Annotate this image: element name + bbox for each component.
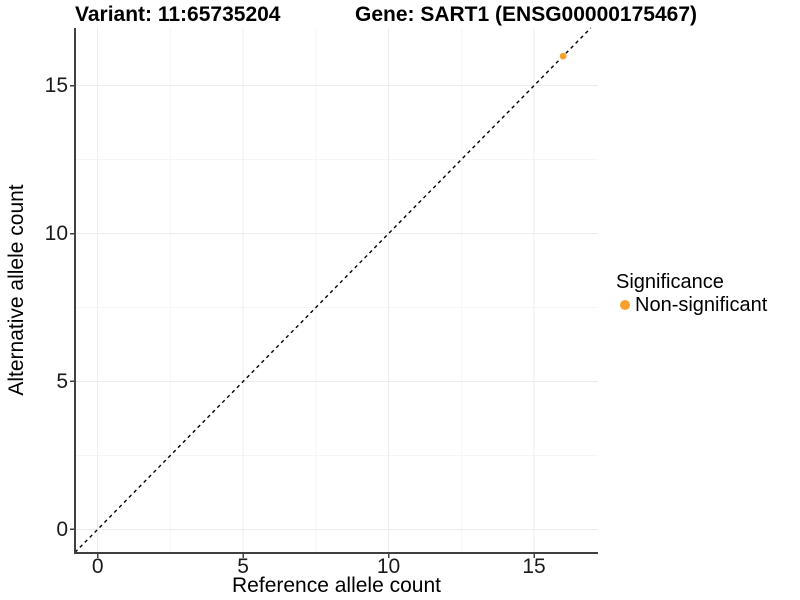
plot-title-gene: Gene: SART1 (ENSG00000175467) xyxy=(355,3,697,26)
legend: Significance Non-significant xyxy=(616,271,767,316)
x-tick-label: 15 xyxy=(522,555,546,578)
x-tick-label: 5 xyxy=(237,555,249,578)
plot-title-variant: Variant: 11:65735204 xyxy=(75,3,281,26)
y-axis-title: Alternative allele count xyxy=(5,184,28,396)
y-tick-label: 10 xyxy=(44,222,68,246)
legend-item-non-significant: Non-significant xyxy=(620,294,767,316)
legend-point-icon xyxy=(620,300,630,310)
x-tick-label: 0 xyxy=(91,555,104,578)
x-tick-label: 10 xyxy=(376,555,401,578)
legend-item-label: Non-significant xyxy=(635,294,768,316)
y-tick-label: 0 xyxy=(56,517,68,541)
data-point xyxy=(559,52,567,60)
legend-title: Significance xyxy=(616,271,724,293)
y-tick-label: 5 xyxy=(56,369,68,393)
identity-line xyxy=(74,27,592,553)
x-axis-title: Reference allele count xyxy=(232,574,441,597)
y-tick-label: 15 xyxy=(44,74,68,98)
